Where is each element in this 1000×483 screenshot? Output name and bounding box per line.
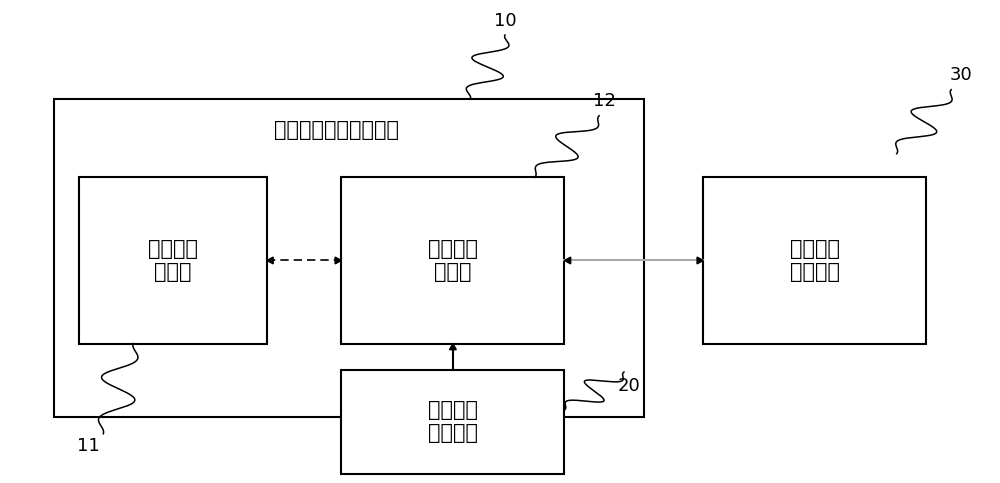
Bar [703, 177, 926, 343]
Text: 钢轨探伤
检测系统: 钢轨探伤 检测系统 [790, 239, 840, 282]
Polygon shape [267, 257, 273, 264]
Text: 地面地图
计算机: 地面地图 计算机 [148, 239, 198, 282]
Text: 12: 12 [593, 92, 616, 111]
Text: 11: 11 [77, 437, 100, 455]
Polygon shape [335, 257, 341, 264]
Polygon shape [697, 257, 703, 264]
Text: 10: 10 [494, 12, 516, 30]
Bar [341, 369, 564, 474]
Text: 20: 20 [618, 377, 640, 395]
Text: 钢轨探伤管理地图系统: 钢轨探伤管理地图系统 [274, 120, 399, 140]
Text: 自动对中
控制系统: 自动对中 控制系统 [428, 400, 478, 443]
Bar [341, 177, 564, 343]
Bar [54, 99, 644, 417]
Polygon shape [564, 257, 571, 264]
Bar [79, 177, 267, 343]
Text: 车载地图
计算机: 车载地图 计算机 [428, 239, 478, 282]
Polygon shape [449, 343, 456, 350]
Text: 30: 30 [950, 66, 972, 85]
